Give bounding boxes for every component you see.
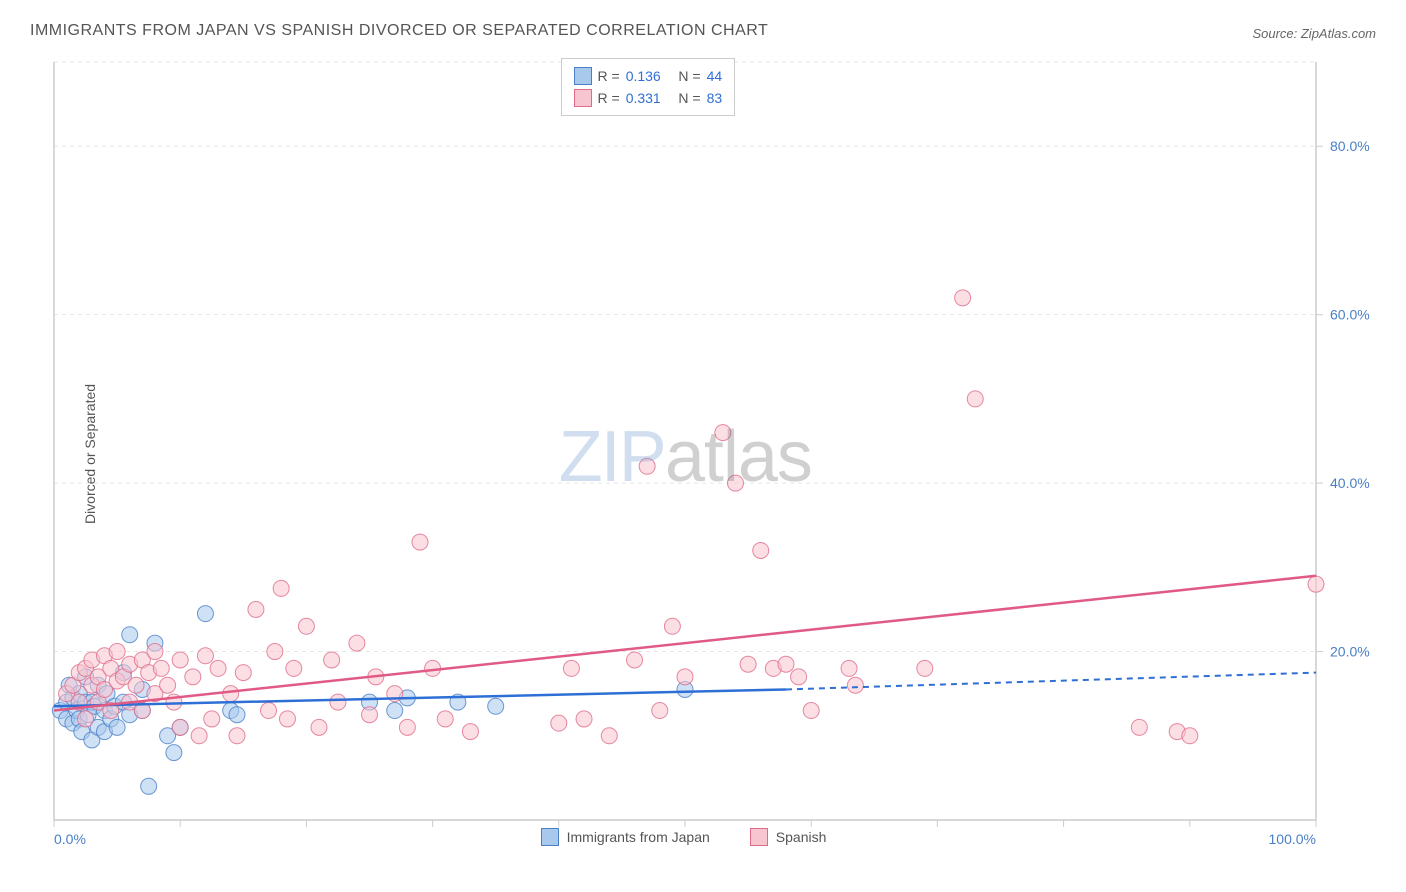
series-legend-item: Immigrants from Japan [541, 828, 710, 846]
legend-r-label: R = [598, 68, 620, 84]
chart-area: Divorced or Separated 20.0%40.0%60.0%80.… [50, 58, 1376, 850]
svg-text:60.0%: 60.0% [1330, 307, 1370, 323]
svg-text:100.0%: 100.0% [1269, 831, 1316, 847]
legend-r-label: R = [598, 90, 620, 106]
legend-n-value: 83 [707, 90, 723, 106]
correlation-legend: R = 0.136 N = 44R = 0.331 N = 83 [561, 58, 736, 116]
svg-text:20.0%: 20.0% [1330, 644, 1370, 660]
legend-swatch [574, 89, 592, 107]
svg-text:40.0%: 40.0% [1330, 475, 1370, 491]
chart-title: IMMIGRANTS FROM JAPAN VS SPANISH DIVORCE… [30, 22, 768, 40]
legend-row: R = 0.136 N = 44 [574, 65, 723, 87]
legend-swatch [750, 828, 768, 846]
legend-swatch [574, 67, 592, 85]
legend-n-label: N = [667, 68, 701, 84]
legend-n-value: 44 [707, 68, 723, 84]
legend-swatch [541, 828, 559, 846]
source-attribution: Source: ZipAtlas.com [1252, 26, 1376, 41]
series-legend-item: Spanish [750, 828, 827, 846]
svg-text:80.0%: 80.0% [1330, 138, 1370, 154]
scatter-plot: 20.0% 40.0% 60.0% 80.0% 0.0% 100.0% [50, 58, 1376, 850]
series-legend: Immigrants from Japan Spanish [541, 828, 827, 846]
svg-text:0.0%: 0.0% [54, 831, 86, 847]
legend-n-label: N = [667, 90, 701, 106]
legend-r-value: 0.136 [626, 68, 661, 84]
series-name: Spanish [776, 829, 827, 845]
legend-r-value: 0.331 [626, 90, 661, 106]
series-name: Immigrants from Japan [567, 829, 710, 845]
legend-row: R = 0.331 N = 83 [574, 87, 723, 109]
